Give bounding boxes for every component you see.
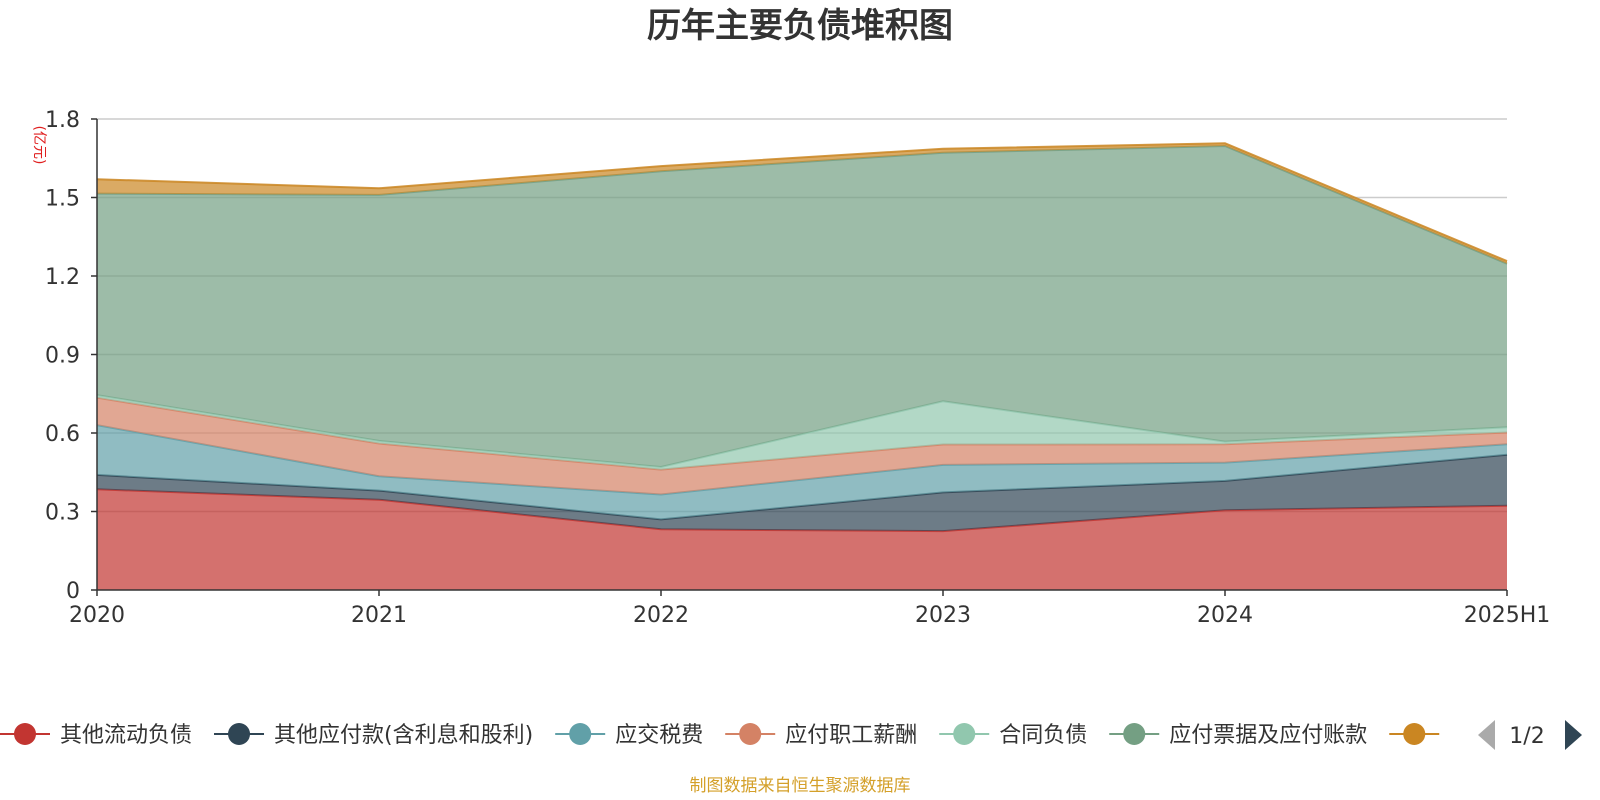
x-tick-label: 2022 [633,603,689,628]
legend-circle-marker [1403,723,1426,745]
series-area-3 [97,397,1507,495]
series-areas [96,142,1508,590]
y-tick-label: 0 [66,579,80,604]
y-tick-label: 0.3 [45,501,80,526]
x-tick-label: 2023 [915,603,971,628]
triangle-left-icon[interactable] [1478,720,1495,750]
triangle-right-icon[interactable] [1565,720,1582,750]
axes: 2020 2021 2022 2023 2024 2025H1 [69,119,1550,628]
legend-label: 其他应付款(含利息和股利) [274,723,533,748]
legend-label: 应付票据及应付账款 [1169,723,1367,748]
legend-pager: 1/2 [1478,720,1582,750]
legend-circle-marker [228,723,251,745]
series-area-4 [97,395,1507,470]
data-source-note: 制图数据来自恒生聚源数据库 [690,776,911,796]
legend-page-indicator: 1/2 [1509,724,1544,749]
legend-circle-marker [739,723,762,745]
legend-item-1[interactable]: 其他应付款(含利息和股利) [214,723,533,748]
legend-circle-marker [1123,723,1146,745]
chart-title: 历年主要负债堆积图 [647,6,953,46]
y-axis-unit-label: (亿元) [31,126,47,165]
x-tick-label: 2024 [1197,603,1253,628]
legend-item-5[interactable]: 应付票据及应付账款 [1109,723,1367,748]
x-tick-label: 2020 [69,603,125,628]
series-area-5 [97,146,1507,467]
legend-item-6[interactable] [1389,723,1440,745]
legend[interactable]: 其他流动负债 其他应付款(含利息和股利) 应交税费 应付职工薪酬 合同负债 应付票据及应付… [0,723,1440,748]
legend-label: 应交税费 [615,723,703,748]
legend-label: 其他流动负债 [60,723,192,748]
legend-circle-marker [953,723,976,745]
series-area-1 [97,454,1507,532]
x-tick-label: 2021 [351,603,407,628]
y-tick-label: 0.9 [45,344,80,369]
legend-item-4[interactable]: 合同负债 [939,723,1087,748]
series-line-6 [96,142,1508,263]
legend-item-2[interactable]: 应交税费 [555,723,703,748]
y-tick-label: 1.2 [45,265,80,290]
legend-circle-marker [14,723,36,745]
legend-label: 合同负债 [999,723,1087,748]
y-tick-label: 1.8 [45,108,80,133]
series-area-0 [97,489,1507,590]
x-tick-label: 2025H1 [1464,603,1551,628]
legend-circle-marker [569,723,592,745]
y-tick-label: 1.5 [45,187,80,212]
series-area-2 [97,425,1507,520]
legend-label: 应付职工薪酬 [785,723,917,748]
legend-item-3[interactable]: 应付职工薪酬 [725,723,917,748]
legend-item-0[interactable]: 其他流动负债 [0,723,192,748]
y-tick-label: 0.6 [45,422,80,447]
